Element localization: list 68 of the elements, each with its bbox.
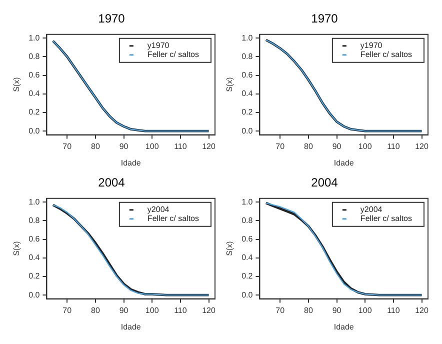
y-tick-label: 0.8 <box>242 216 254 225</box>
y-tick-label: 0.4 <box>242 253 254 262</box>
y-tick-label: 0.0 <box>242 290 254 300</box>
x-tick-label: 110 <box>174 142 188 151</box>
legend-label: Feller c/ saltos <box>360 214 412 224</box>
y-tick-label: 1.0 <box>242 197 254 206</box>
y-tick-label: 0.2 <box>28 108 40 117</box>
x-axis-title: Idade <box>334 322 354 332</box>
x-tick-label: 70 <box>276 142 286 151</box>
y-tick-label: 1.0 <box>28 197 40 206</box>
y-tick-label: 0.2 <box>242 108 254 117</box>
y-tick-label: 0.8 <box>28 52 40 61</box>
x-tick-label: 90 <box>119 142 129 151</box>
x-tick-label: 120 <box>415 306 429 315</box>
legend-label: y1970 <box>360 41 383 50</box>
x-tick-label: 90 <box>332 306 342 315</box>
x-tick-label: 120 <box>415 142 429 151</box>
y-tick-label: 0.0 <box>242 126 254 136</box>
x-tick-label: 100 <box>145 142 160 151</box>
chart-title: 1970 <box>311 12 338 26</box>
y-axis-title: S(x) <box>225 76 234 92</box>
x-tick-label: 120 <box>202 142 216 151</box>
x-tick-label: 110 <box>387 306 400 315</box>
x-tick-label: 80 <box>90 142 100 151</box>
x-tick-label: 80 <box>304 142 314 151</box>
x-axis-title: Idade <box>334 158 354 168</box>
x-tick-label: 70 <box>62 306 72 315</box>
y-tick-label: 0.8 <box>28 216 40 225</box>
x-tick-label: 80 <box>90 306 100 315</box>
x-tick-label: 100 <box>358 306 372 315</box>
y-tick-label: 0.8 <box>242 52 254 61</box>
legend-label: Feller c/ saltos <box>360 50 412 60</box>
y-tick-label: 0.4 <box>28 253 40 262</box>
x-axis-title: Idade <box>120 158 142 168</box>
y-tick-label: 0.4 <box>242 89 254 98</box>
x-axis-title: Idade <box>120 322 142 332</box>
chart-title: 2004 <box>98 176 126 190</box>
x-tick-label: 120 <box>202 306 216 315</box>
x-tick-label: 110 <box>174 306 188 315</box>
legend-label: y2004 <box>360 205 383 214</box>
y-tick-label: 0.6 <box>28 70 40 80</box>
x-tick-label: 80 <box>304 306 314 315</box>
x-tick-label: 100 <box>145 306 160 315</box>
y-tick-label: 0.6 <box>242 234 254 244</box>
chart-title: 2004 <box>311 176 338 190</box>
y-tick-label: 0.2 <box>242 272 254 281</box>
x-tick-label: 100 <box>358 142 372 151</box>
y-tick-label: 0.2 <box>28 272 40 281</box>
y-tick-label: 1.0 <box>28 33 40 42</box>
chart-title: 1970 <box>98 12 126 26</box>
y-tick-label: 1.0 <box>242 33 254 42</box>
x-tick-label: 110 <box>387 142 400 151</box>
y-tick-label: 0.0 <box>28 290 40 300</box>
legend-label: Feller c/ saltos <box>147 214 200 224</box>
y-axis-title: S(x) <box>225 240 234 256</box>
y-tick-label: 0.4 <box>28 89 40 98</box>
legend-label: Feller c/ saltos <box>147 50 200 60</box>
x-tick-label: 70 <box>62 142 72 151</box>
y-axis-title: S(x) <box>12 76 22 92</box>
x-tick-label: 90 <box>119 306 129 315</box>
y-tick-label: 0.6 <box>28 234 40 244</box>
x-tick-label: 90 <box>332 142 342 151</box>
y-tick-label: 0.6 <box>242 70 254 80</box>
legend-label: y2004 <box>147 205 170 214</box>
x-tick-label: 70 <box>276 306 286 315</box>
legend-label: y1970 <box>147 41 170 50</box>
y-tick-label: 0.0 <box>28 126 40 136</box>
y-axis-title: S(x) <box>12 240 22 256</box>
